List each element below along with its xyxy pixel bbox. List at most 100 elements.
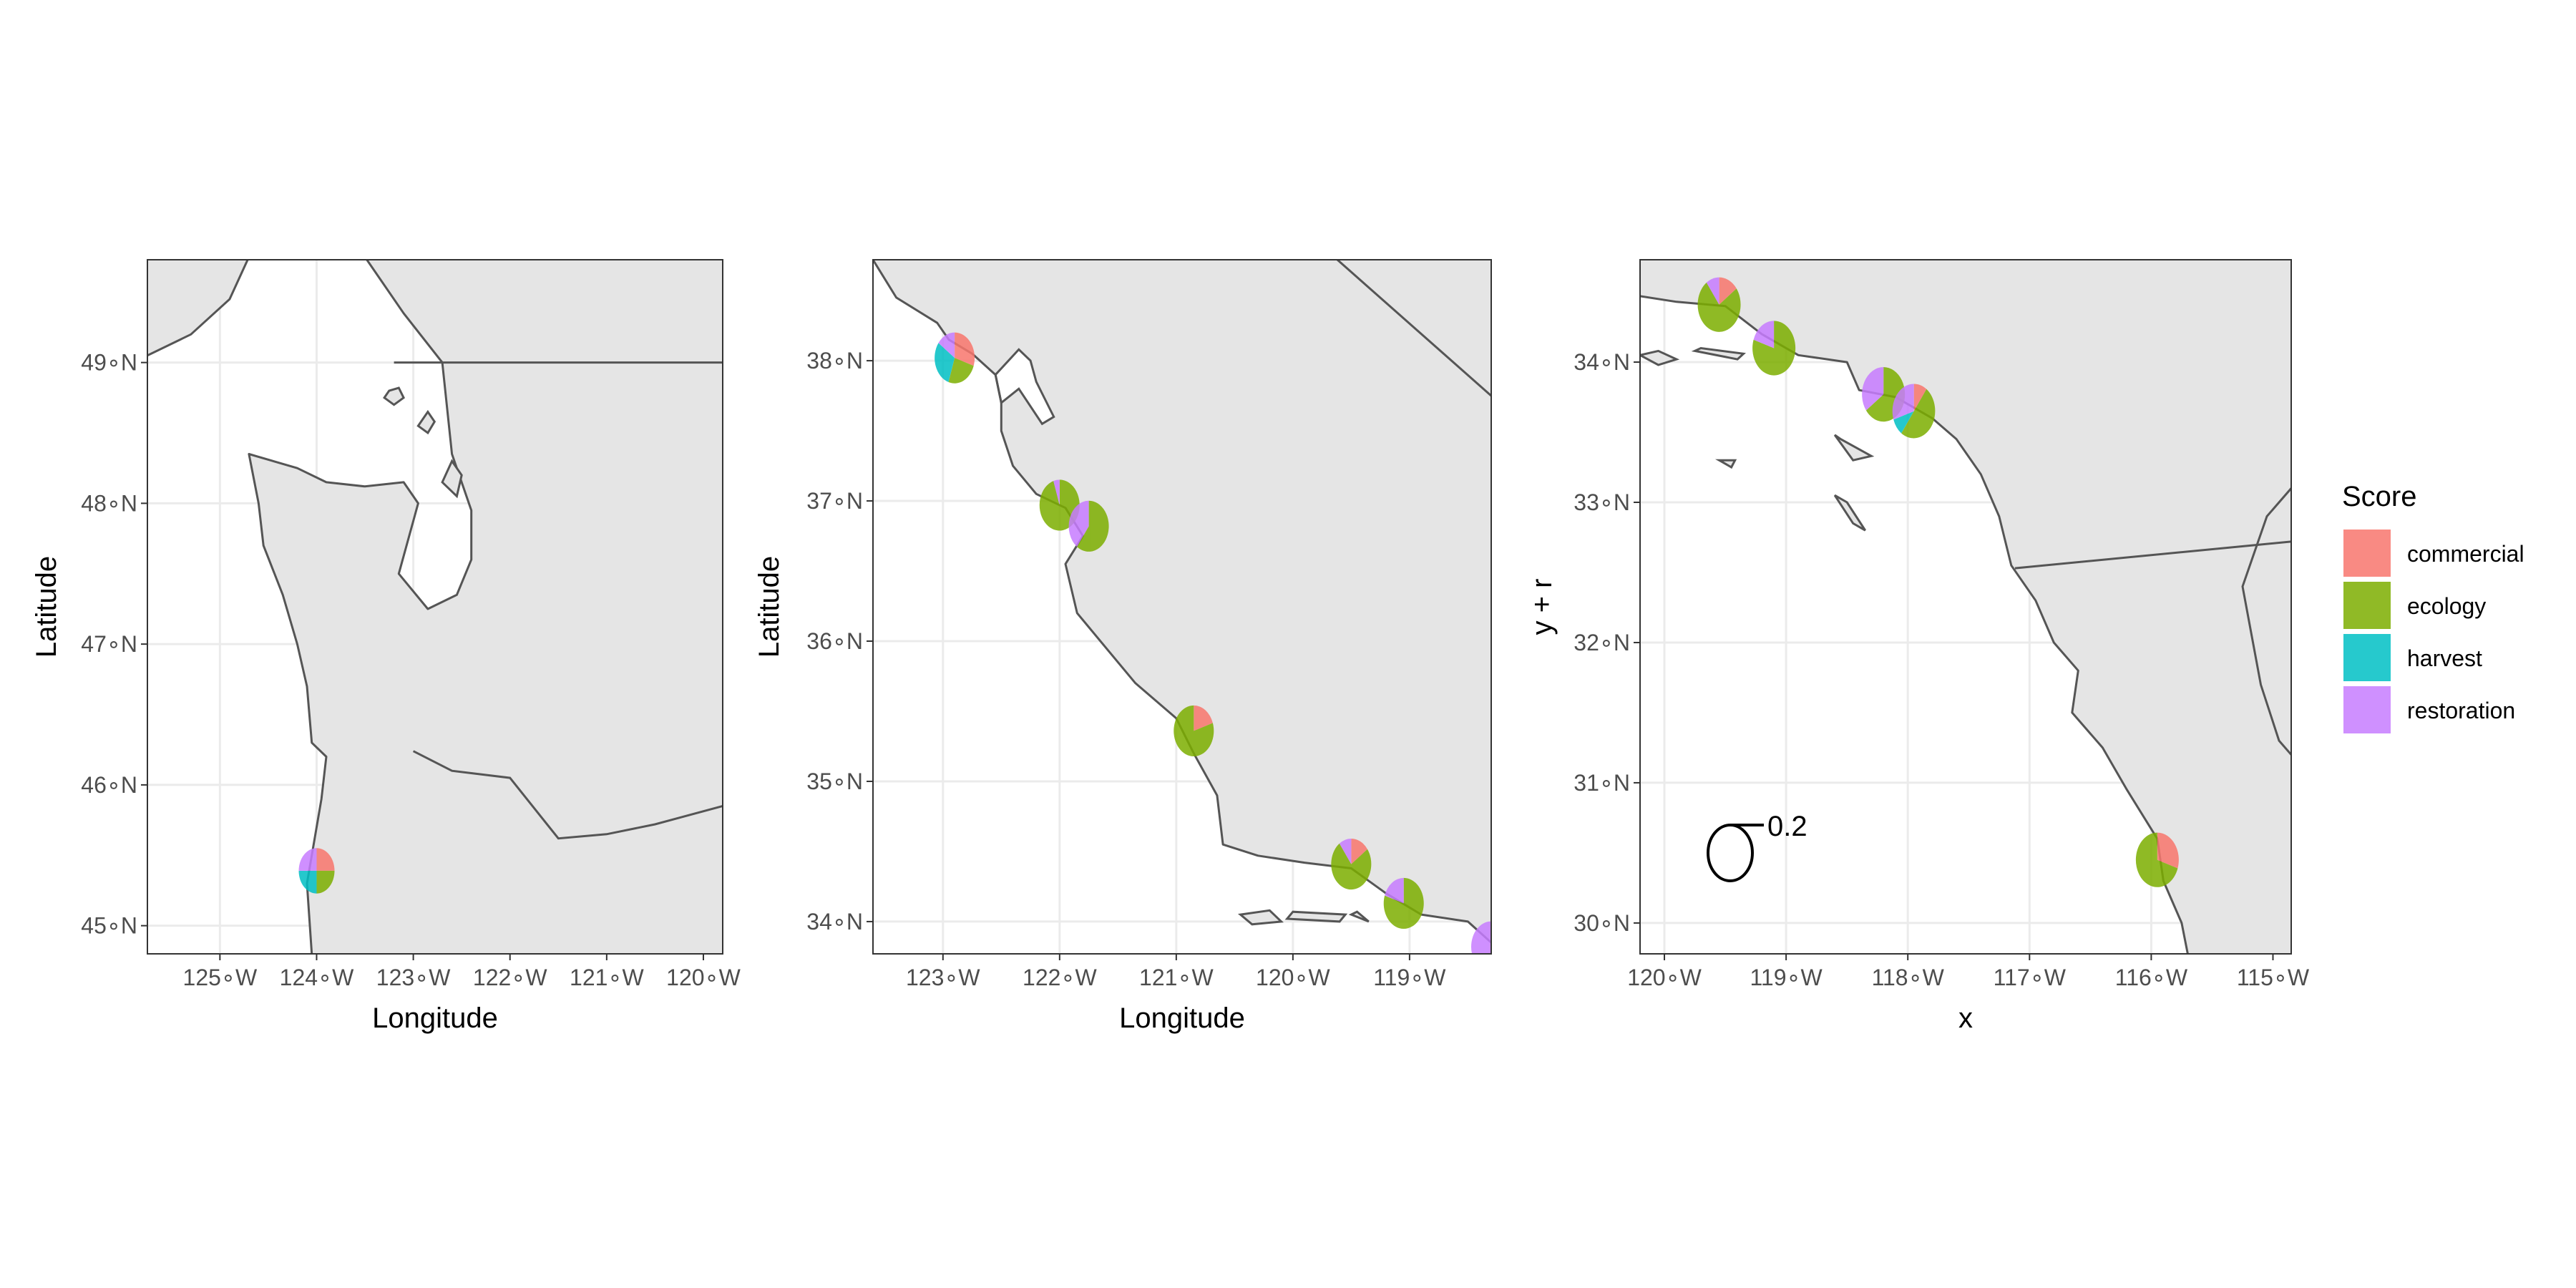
mainland <box>1640 260 2291 954</box>
pie-slice-commercial <box>1719 277 1737 305</box>
pie-slice-restoration <box>1068 500 1089 547</box>
site-pie <box>1697 277 1741 332</box>
y-tick-label: 45∘N <box>81 913 137 939</box>
x-tick-label: 123∘W <box>906 965 980 990</box>
pie-slice-ecology <box>1174 705 1214 757</box>
site-pie <box>298 848 335 894</box>
island-coastline <box>147 260 249 357</box>
island <box>1714 459 1737 469</box>
mainland <box>248 260 723 954</box>
border-line <box>412 750 723 840</box>
legend-swatch <box>2343 582 2391 629</box>
island <box>416 409 436 435</box>
legend-item-harvest: harvest <box>2343 634 2482 681</box>
legend-label: ecology <box>2407 593 2486 619</box>
x-tick-label: 121∘W <box>570 965 644 990</box>
x-tick-label: 118∘W <box>1872 965 1945 990</box>
x-axis-title: Longitude <box>1119 1002 1245 1034</box>
x-tick-label: 120∘W <box>1627 965 1702 990</box>
x-tick-label: 116∘W <box>2115 965 2188 990</box>
pie-slice-harvest <box>298 870 317 894</box>
y-tick-label: 36∘N <box>806 628 863 654</box>
y-tick-label: 49∘N <box>81 350 137 376</box>
y-axis-title: Latitude <box>753 556 785 658</box>
pie-size-scale: 0.2 <box>1707 811 1807 882</box>
legend-swatch <box>2343 530 2391 577</box>
island-landmass <box>147 260 248 356</box>
site-pie <box>1174 705 1214 757</box>
x-tick-label: 121∘W <box>1139 965 1214 990</box>
legend-swatch <box>2343 634 2391 681</box>
y-tick-label: 34∘N <box>806 909 863 935</box>
x-tick-label: 115∘W <box>2237 965 2310 990</box>
y-tick-label: 30∘N <box>1574 910 1630 936</box>
scale-label: 0.2 <box>1767 811 1807 842</box>
x-tick-label: 122∘W <box>473 965 547 990</box>
pie-slice-restoration <box>1471 921 1491 954</box>
y-tick-label: 32∘N <box>1574 630 1630 655</box>
pie-slice-commercial <box>316 848 335 871</box>
x-tick-label: 122∘W <box>1023 965 1097 990</box>
y-tick-label: 34∘N <box>1574 349 1630 375</box>
y-tick-label: 33∘N <box>1574 489 1630 515</box>
panel-border <box>1639 259 2292 955</box>
site-pie <box>2135 832 2179 887</box>
x-axis-title: x <box>1958 1002 1973 1034</box>
y-tick-label: 48∘N <box>81 490 137 516</box>
map-panel-pacific-northwest: 125∘W 124∘W 123∘W 122∘W 121∘W 120∘W 45∘N 46∘N 4… <box>31 259 741 1034</box>
y-tick-label: 35∘N <box>806 769 863 794</box>
pie-slice-restoration <box>1862 367 1884 411</box>
y-tick-label: 38∘N <box>806 348 863 374</box>
site-pie <box>1383 877 1424 930</box>
site-pie <box>1471 921 1491 954</box>
panel-border <box>872 259 1492 955</box>
site-pie <box>1039 479 1080 531</box>
island <box>1237 909 1284 926</box>
panel-border <box>147 259 723 955</box>
island <box>1691 346 1746 361</box>
map-panel-southern-california: 0.2 120∘W 119∘W 118∘W 117∘W 116∘W 115∘W 30∘N 3… <box>1526 259 2310 1034</box>
island <box>1833 494 1866 532</box>
map-panel-central-california: 123∘W 122∘W 121∘W 120∘W 119∘W 34∘N 35∘N 36∘N 37… <box>753 259 1492 1034</box>
pie-slice-restoration <box>1706 277 1719 305</box>
pie-slice-restoration <box>1339 839 1352 864</box>
bay <box>994 348 1055 426</box>
pie-slice-ecology <box>1077 500 1109 552</box>
y-tick-label: 46∘N <box>81 772 137 798</box>
pie-slice-ecology <box>316 870 335 894</box>
pie-slice-commercial <box>2157 832 2179 869</box>
gulf-coastline <box>2241 487 2291 756</box>
site-pie <box>1068 500 1109 552</box>
y-tick-label: 31∘N <box>1574 770 1630 796</box>
x-tick-label: 119∘W <box>1373 965 1446 990</box>
pie-slice-ecology <box>2135 832 2178 887</box>
coastline <box>248 260 473 954</box>
pie-slice-ecology <box>1383 877 1424 930</box>
y-axis-title: y + r <box>1526 579 1558 635</box>
pie-slice-ecology <box>1901 389 1936 439</box>
legend-title: Score <box>2342 481 2417 512</box>
pie-slice-restoration <box>1892 384 1914 420</box>
pie-slice-ecology <box>948 358 974 384</box>
x-tick-label: 125∘W <box>183 965 258 990</box>
x-tick-label: 123∘W <box>376 965 451 990</box>
pie-slice-commercial <box>1351 839 1367 864</box>
pie-slice-commercial <box>1913 384 1927 411</box>
x-tick-label: 119∘W <box>1750 965 1823 990</box>
legend-label: commercial <box>2407 541 2524 567</box>
legend-item-commercial: commercial <box>2343 530 2524 577</box>
site-pie <box>935 332 975 384</box>
pie-slice-restoration <box>1053 479 1060 505</box>
island <box>1640 349 1680 366</box>
pie-slice-restoration <box>298 848 317 871</box>
island <box>1284 910 1348 923</box>
pie-slice-commercial <box>1194 705 1213 731</box>
island <box>441 459 463 499</box>
pie-slice-ecology <box>1039 479 1080 531</box>
pie-slice-commercial <box>955 332 975 366</box>
y-axis-title: Latitude <box>31 556 62 658</box>
site-pie <box>1331 839 1372 890</box>
island <box>383 386 406 406</box>
legend-swatch <box>2343 686 2391 733</box>
pie-slice-ecology <box>1697 282 1741 332</box>
